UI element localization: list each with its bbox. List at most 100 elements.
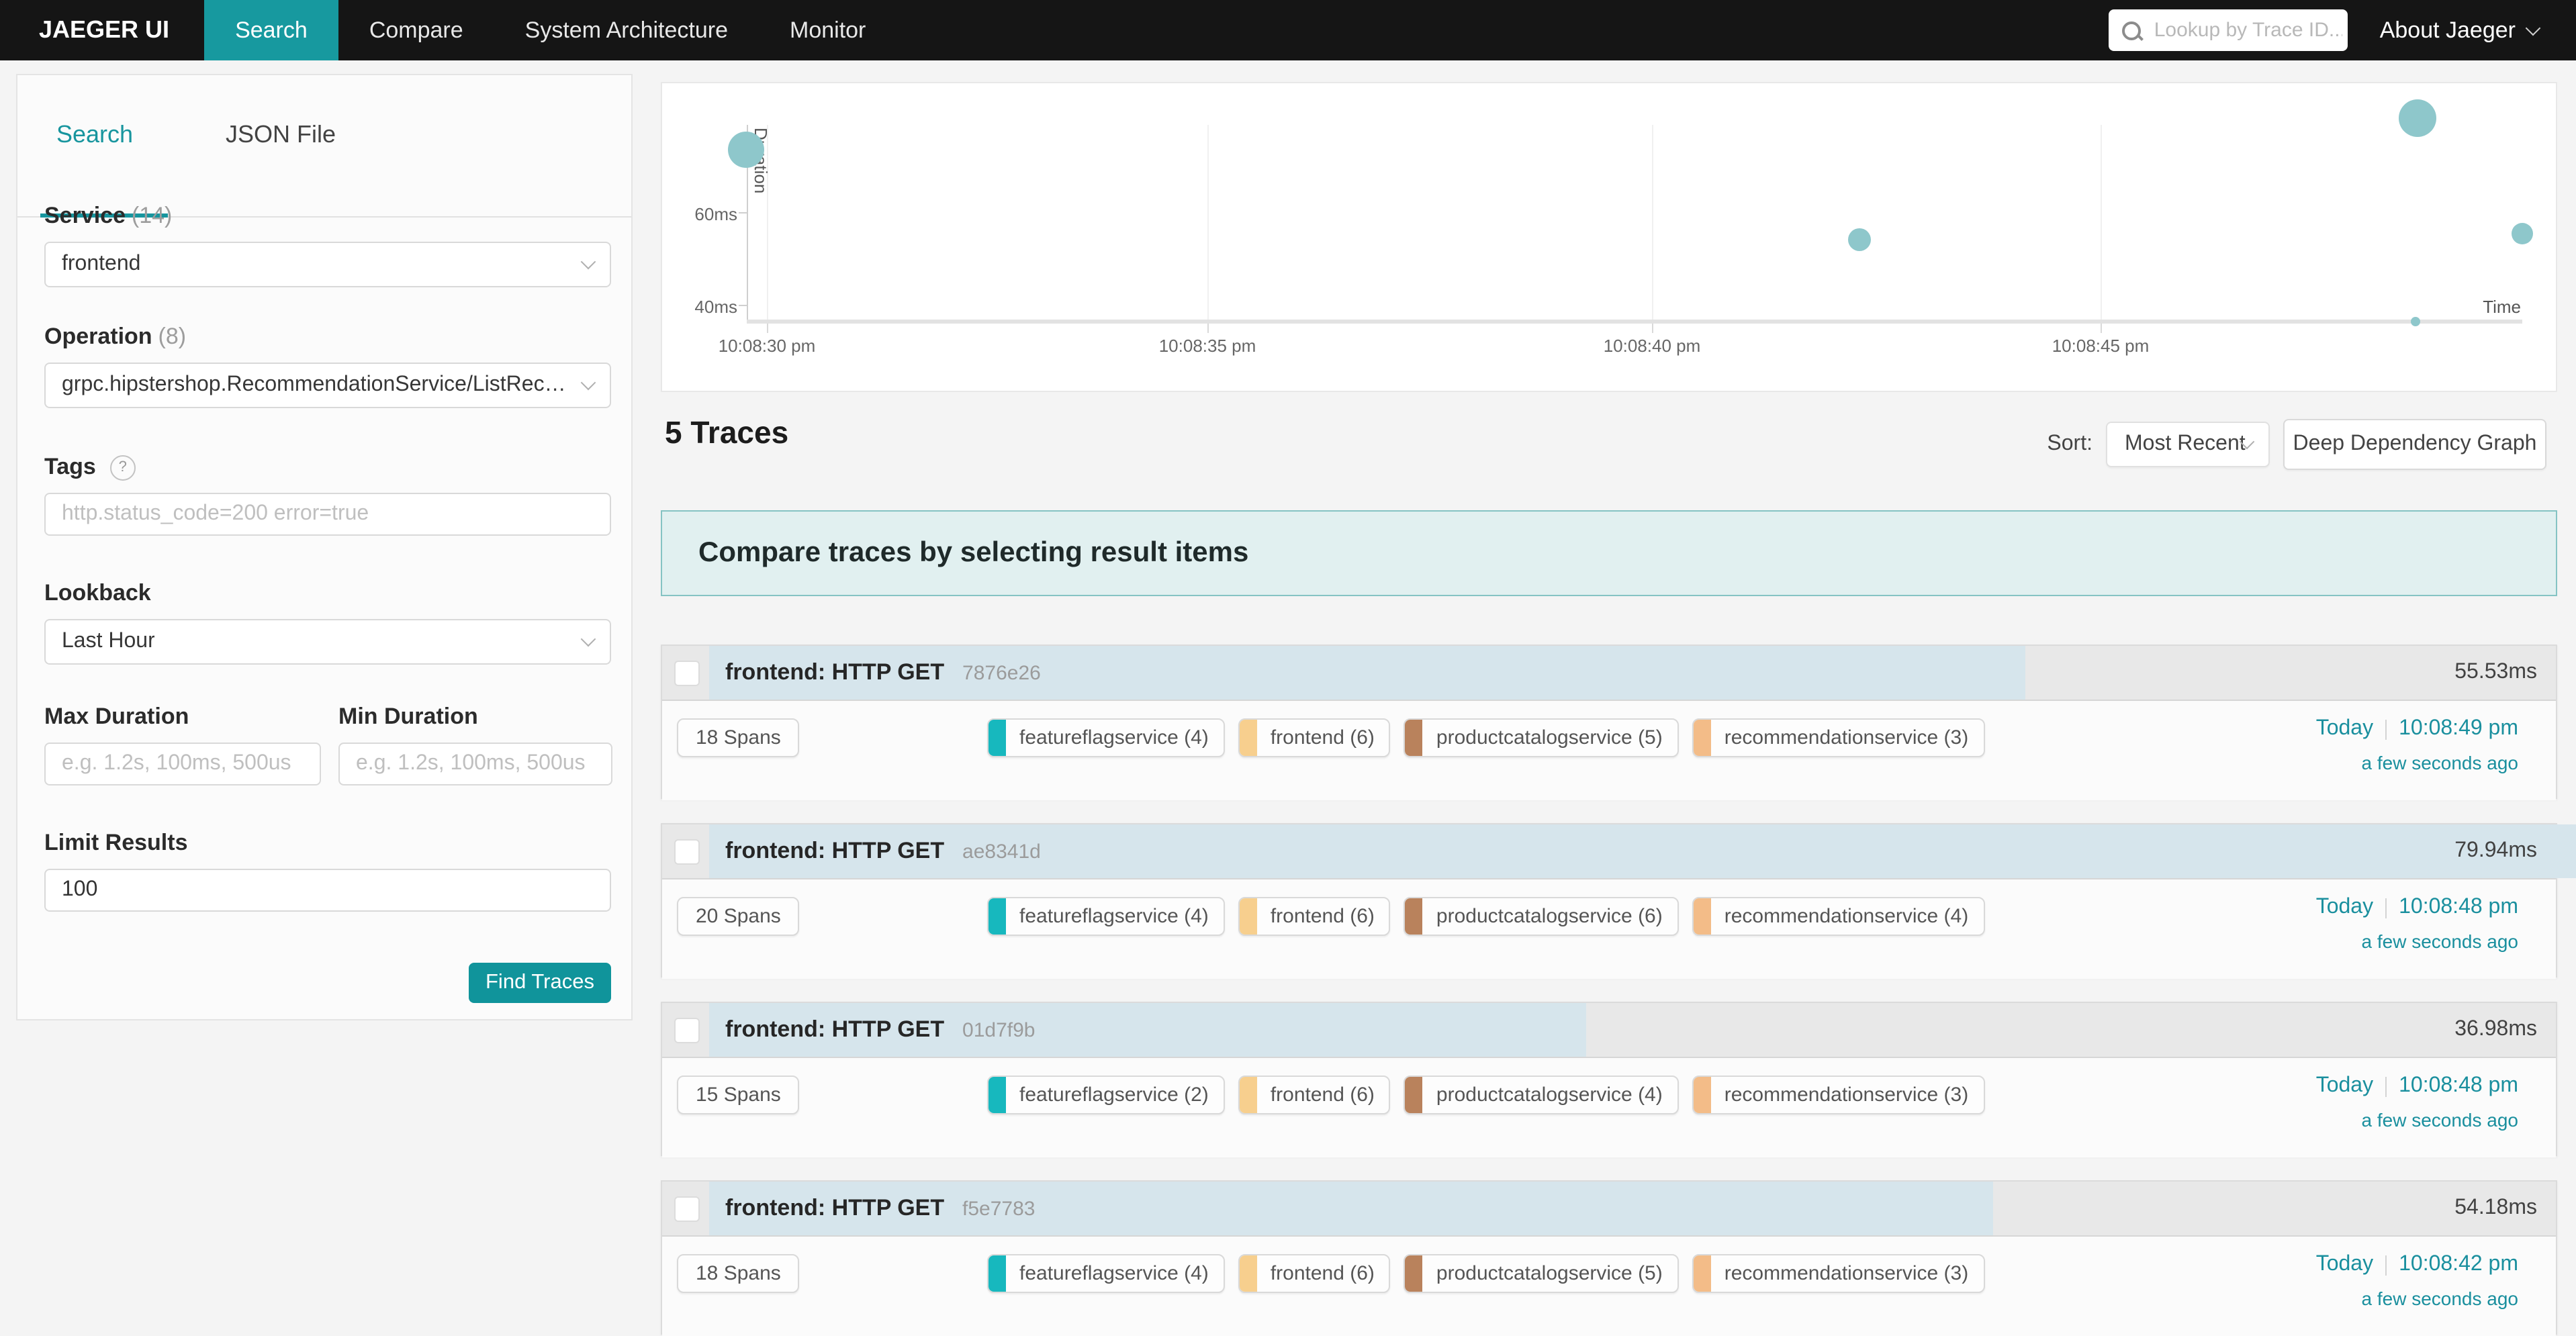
trace-title[interactable]: frontend: HTTP GET [725,1016,945,1042]
trace-time: 10:08:42 pm [2399,1253,2518,1276]
service-tag[interactable]: productcatalogservice (4) [1404,1076,1679,1114]
service-tag[interactable]: recommendationservice (4) [1692,897,1985,936]
service-color-swatch [1239,720,1257,756]
service-tag[interactable]: recommendationservice (3) [1692,1076,1985,1114]
trace-day: Today [2315,717,2374,740]
trace-card-header[interactable]: frontend: HTTP GET 01d7f9b 36.98ms [662,1003,2556,1058]
about-jaeger-menu[interactable]: About Jaeger [2379,17,2541,44]
nav-tab-search[interactable]: Search [204,0,338,60]
tabs-divider [17,216,631,218]
deep-dependency-graph-button[interactable]: Deep Dependency Graph [2283,419,2546,470]
trace-card-body: 15 Spans featureflagservice (2) frontend… [662,1058,2556,1157]
tags-input[interactable] [44,493,611,536]
trace-select-checkbox[interactable] [674,661,700,686]
service-tag[interactable]: featureflagservice (2) [987,1076,1225,1114]
trace-bubble[interactable] [2512,223,2533,244]
operation-select[interactable]: grpc.hipstershop.RecommendationService/L… [44,363,611,408]
service-tag[interactable]: recommendationservice (3) [1692,718,1985,757]
span-count-chip: 18 Spans [677,718,800,757]
jaeger-logo[interactable]: JAEGER UI [39,16,170,43]
trace-bubble[interactable] [2399,99,2436,137]
service-tag-label: recommendationservice (3) [1724,1262,1969,1285]
service-tag[interactable]: productcatalogservice (6) [1404,897,1679,936]
trace-card-body: 18 Spans featureflagservice (4) frontend… [662,701,2556,800]
service-color-swatch [1239,898,1257,935]
trace-title[interactable]: frontend: HTTP GET [725,838,945,863]
trace-time: 10:08:48 pm [2399,896,2518,918]
trace-id-lookup-input[interactable] [2151,17,2345,43]
min-duration-input[interactable] [338,743,612,785]
about-jaeger-label: About Jaeger [2379,17,2516,42]
search-sidebar: Search JSON File Service (14) frontend O… [16,74,633,1020]
service-label: Service [44,203,126,228]
trace-select-checkbox[interactable] [674,839,700,865]
lookback-label: Lookback [44,580,151,606]
lookback-select[interactable]: Last Hour [44,619,611,665]
service-tag[interactable]: featureflagservice (4) [987,718,1225,757]
span-count-chip: 15 Spans [677,1076,800,1114]
service-tag[interactable]: productcatalogservice (5) [1404,718,1679,757]
service-tag[interactable]: recommendationservice (3) [1692,1254,1985,1293]
tab-json-file[interactable]: JSON File [226,121,336,148]
service-color-swatch [988,720,1006,756]
trace-card-header[interactable]: frontend: HTTP GET 7876e26 55.53ms [662,646,2556,701]
service-tag[interactable]: featureflagservice (4) [987,1254,1225,1293]
limit-results-label: Limit Results [44,830,188,855]
chevron-down-icon [580,254,596,270]
chevron-down-icon [580,375,596,391]
trace-card-body: 20 Spans featureflagservice (4) frontend… [662,879,2556,979]
divider [2385,1255,2387,1275]
service-tag[interactable]: frontend (6) [1238,718,1391,757]
operation-label: Operation [44,324,152,349]
trace-card-header[interactable]: frontend: HTTP GET f5e7783 54.18ms [662,1182,2556,1237]
x-tick-label: 10:08:40 pm [1603,336,1701,356]
service-tag[interactable]: frontend (6) [1238,897,1391,936]
trace-select-checkbox[interactable] [674,1018,700,1043]
tags-help-icon[interactable]: ? [109,455,136,480]
x-tick [1207,324,1209,333]
service-tag[interactable]: featureflagservice (4) [987,897,1225,936]
operation-field: Operation (8) grpc.hipstershop.Recommend… [44,324,611,408]
trace-card: frontend: HTTP GET 01d7f9b 36.98ms 15 Sp… [661,1002,2557,1157]
duration-bar [709,824,2576,878]
service-tag[interactable]: frontend (6) [1238,1254,1391,1293]
trace-card-header[interactable]: frontend: HTTP GET ae8341d 79.94ms [662,824,2576,879]
trace-bubble[interactable] [1847,228,1870,250]
tab-search[interactable]: Search [56,121,134,148]
trace-bubble[interactable] [727,131,764,167]
trace-day: Today [2315,896,2374,918]
nav-tab-system-architecture[interactable]: System Architecture [524,17,728,43]
service-color-swatch [1405,1255,1423,1292]
trace-title[interactable]: frontend: HTTP GET [725,1195,945,1221]
max-duration-input[interactable] [44,743,321,785]
active-tab-indicator [40,213,168,218]
tags-field: Tags ? [44,454,611,536]
x-tick-label: 10:08:30 pm [718,336,816,356]
service-tag-label: featureflagservice (4) [1019,726,1209,749]
service-tag[interactable]: frontend (6) [1238,1076,1391,1114]
sort-value: Most Recent [2125,432,2246,455]
service-tag-label: productcatalogservice (6) [1436,905,1663,928]
service-tag-label: frontend (6) [1270,1262,1375,1285]
trace-select-checkbox[interactable] [674,1196,700,1222]
service-tag[interactable]: productcatalogservice (5) [1404,1254,1679,1293]
service-select[interactable]: frontend [44,242,611,287]
nav-tab-monitor[interactable]: Monitor [790,17,866,43]
nav-tab-compare[interactable]: Compare [369,17,463,43]
span-count-chip: 20 Spans [677,897,800,936]
trace-card: frontend: HTTP GET 7876e26 55.53ms 18 Sp… [661,645,2557,800]
trace-card: frontend: HTTP GET f5e7783 54.18ms 18 Sp… [661,1180,2557,1336]
sort-select[interactable]: Most Recent [2106,422,2270,467]
find-traces-button[interactable]: Find Traces [469,963,611,1003]
service-color-swatch [1693,720,1711,756]
trace-bubble[interactable] [2410,316,2420,326]
trace-times: Today 10:08:48 pm a few seconds ago [2316,896,2518,952]
y-axis-line [747,125,748,321]
x-tick [1652,324,1653,333]
x-tick [767,324,768,333]
limit-results-input[interactable] [44,869,611,912]
trace-title[interactable]: frontend: HTTP GET [725,659,945,685]
gridline [2101,125,2102,320]
service-tag-label: featureflagservice (2) [1019,1084,1209,1106]
trace-relative-time: a few seconds ago [2361,752,2519,773]
